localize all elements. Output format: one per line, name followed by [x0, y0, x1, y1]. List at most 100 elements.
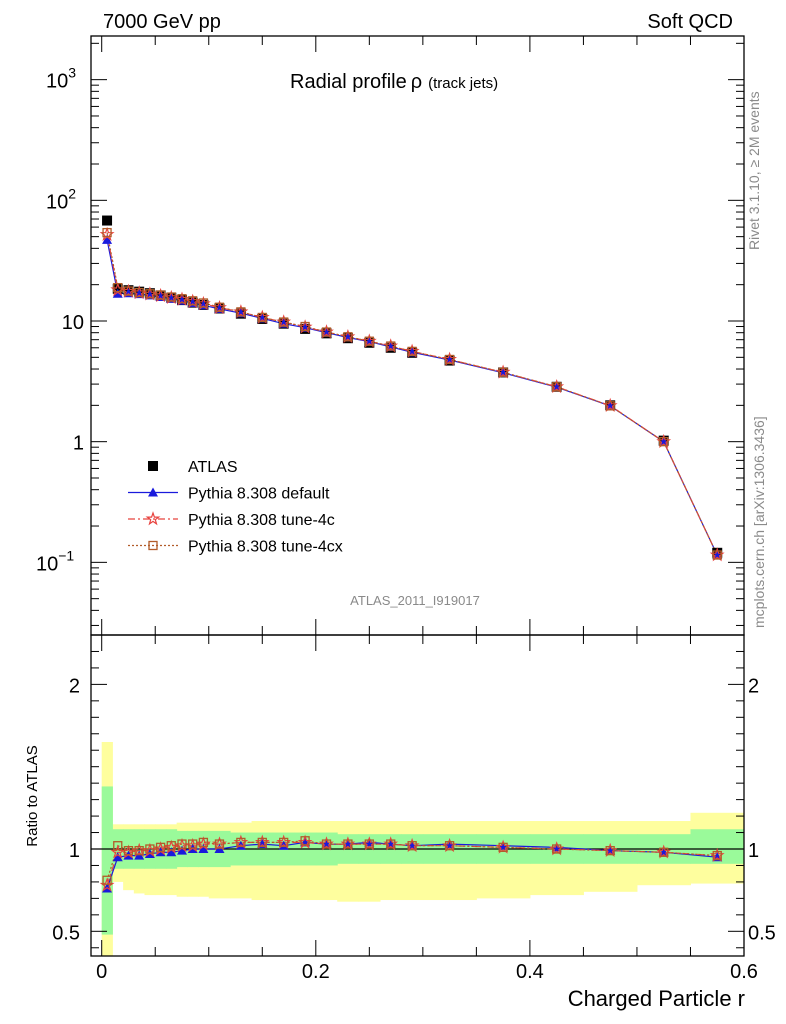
data-point: [364, 336, 374, 346]
ratio-uncertainty-bands: [91, 742, 745, 956]
ratio-y-tick-label-right: 2: [748, 675, 759, 697]
ratio-frame: [90, 634, 745, 957]
legend-marker: [148, 487, 158, 497]
data-point: [166, 292, 176, 302]
x-tick-label: 0.2: [302, 961, 330, 983]
y-tick-label: 1: [73, 433, 84, 455]
data-point: [214, 302, 225, 312]
ratio-line: [106, 840, 718, 881]
ratio-point: [177, 839, 187, 849]
legend-label: Pythia 8.308 default: [188, 486, 330, 503]
y-tick-label: 10: [62, 312, 84, 334]
header-right: Soft QCD: [647, 11, 733, 33]
data-point: [300, 321, 310, 332]
mcplots-reference: mcplots.cern.ch [arXiv:1306.3436]: [751, 416, 767, 628]
data-point: [605, 401, 615, 411]
ratio-point: [343, 839, 353, 849]
data-point: [123, 286, 134, 296]
ratio-point: [166, 847, 177, 857]
x-tick-label: 0.4: [516, 961, 544, 983]
x-tick-label: 0: [96, 961, 107, 983]
y-tick-label: 102: [46, 185, 76, 213]
ratio-point: [364, 839, 374, 849]
data-point: [102, 215, 113, 226]
series-line: [106, 232, 718, 556]
data-point: [177, 294, 187, 304]
ratio-point: [300, 836, 310, 846]
ratio-point: [236, 837, 246, 848]
legend-label: Pythia 8.308 tune-4c: [188, 512, 335, 529]
legend-label: ATLAS: [188, 459, 238, 476]
x-tick-label: 0.6: [730, 961, 758, 983]
ratio-point: [188, 839, 198, 849]
ratio-point: [712, 850, 722, 861]
data-point: [257, 312, 267, 323]
ratio-point: [498, 842, 508, 853]
ratio-point: [112, 852, 123, 862]
legend-marker: [145, 511, 161, 526]
ratio-point: [279, 837, 289, 848]
data-point: [112, 283, 123, 294]
ratio-point: [155, 842, 166, 853]
data-point: [102, 227, 112, 238]
data-point: [321, 327, 332, 337]
ratio-point: [257, 837, 267, 848]
data-point: [145, 289, 155, 299]
ratio-point: [123, 845, 134, 856]
data-point: [343, 332, 353, 342]
data-point: [659, 437, 669, 447]
chart-title: Radial profile ρ (track jets): [290, 71, 498, 93]
ratio-point: [113, 841, 123, 851]
ratio-y-tick-label-right: 0.5: [748, 922, 776, 944]
ratio-point: [605, 845, 615, 856]
legend-marker: [148, 461, 158, 471]
main-series: [99, 215, 725, 562]
ratio-point: [198, 837, 209, 848]
legend: ATLAS Pythia 8.308 default Pythia 8.308 tu…: [128, 459, 343, 556]
header-left: 7000 GeV pp: [103, 11, 221, 33]
ratio-y-tick-label: 1: [69, 840, 80, 862]
x-axis-label: Charged Particle r: [568, 986, 745, 1011]
ratio-point: [386, 839, 396, 849]
data-point: [102, 234, 113, 244]
plot-frames: [90, 35, 745, 957]
data-point: [236, 307, 246, 317]
ratio-y-tick-label-right: 1: [748, 840, 759, 862]
ratio-point: [321, 839, 332, 849]
ratio-point: [166, 841, 176, 851]
ratio-point: [102, 875, 112, 885]
data-point: [712, 550, 722, 560]
data-point: [498, 367, 508, 377]
ratio-point: [444, 841, 455, 851]
ratio-point: [659, 847, 669, 857]
data-point: [279, 317, 289, 327]
ratio-point: [407, 841, 417, 851]
data-point: [112, 288, 123, 298]
ratio-point: [145, 844, 155, 854]
data-point: [134, 287, 144, 298]
axis-ticks: [91, 36, 745, 956]
data-point: [188, 296, 198, 306]
legend-label: Pythia 8.308 tune-4cx: [188, 539, 343, 556]
ratio-point: [552, 844, 562, 854]
data-point: [198, 298, 209, 308]
data-point: [155, 290, 166, 300]
analysis-watermark: ATLAS_2011_I919017: [350, 593, 480, 608]
ratio-ylabel: Ratio to ATLAS: [24, 745, 41, 846]
ratio-point: [214, 839, 225, 849]
stat-uncertainty-band: [101, 786, 113, 935]
data-point: [113, 282, 123, 293]
ratio-y-tick-label: 2: [69, 675, 80, 697]
data-point: [407, 346, 417, 357]
data-point: [552, 382, 562, 392]
series-line: [106, 234, 718, 556]
rivet-label: Rivet 3.1.10, ≥ 2M events: [746, 91, 762, 250]
y-tick-label: 103: [46, 65, 76, 93]
ratio-y-tick-label: 0.5: [52, 922, 80, 944]
data-point: [444, 354, 455, 365]
y-tick-label: 10−1: [36, 547, 74, 575]
ratio-point: [134, 845, 144, 856]
legend-marker: [148, 540, 158, 551]
